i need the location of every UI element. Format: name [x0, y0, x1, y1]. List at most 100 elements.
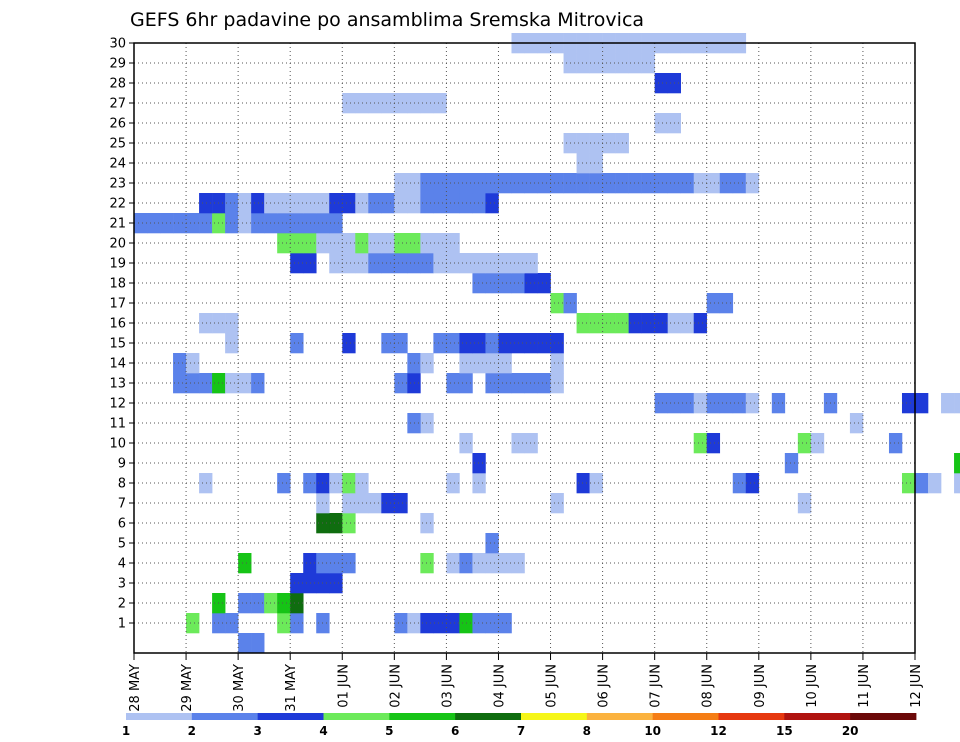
heatmap-cell [928, 473, 942, 494]
heatmap-cell [355, 493, 369, 514]
heatmap-cell [329, 553, 343, 574]
heatmap-cell [342, 333, 356, 354]
heatmap-cell [550, 173, 564, 194]
colorbar-label: 2 [188, 724, 196, 738]
heatmap-cell [654, 113, 668, 134]
heatmap-cell [901, 393, 916, 414]
heatmap-cell [589, 313, 603, 334]
heatmap-cell [329, 473, 343, 494]
heatmap-cell [433, 253, 447, 274]
heatmap-cell [199, 373, 213, 394]
colorbar-swatch [191, 713, 259, 720]
heatmap-cell [706, 293, 721, 314]
heatmap-cell [225, 373, 239, 394]
heatmap-cell [784, 453, 799, 474]
heatmap-cell [654, 313, 668, 334]
heatmap-cell [472, 473, 486, 494]
heatmap-cell [498, 553, 512, 574]
heatmap-cell [433, 193, 447, 214]
plot-frame [133, 42, 916, 654]
heatmap-cell [303, 213, 317, 234]
y-tick-label: 16 [109, 317, 126, 332]
heatmap-cell [394, 613, 408, 634]
y-tick-label: 2 [118, 597, 126, 612]
heatmap-cell [472, 613, 486, 634]
heatmap-cell [537, 333, 551, 354]
heatmap-cell [485, 173, 499, 194]
heatmap-cell [602, 313, 616, 334]
heatmap-cell [810, 433, 825, 454]
heatmap-cell [290, 193, 304, 214]
heatmap-cell [472, 273, 486, 294]
heatmap-cell [277, 193, 291, 214]
heatmap-cell [186, 213, 200, 234]
heatmap-cell [706, 433, 721, 454]
heatmap-cell [420, 173, 434, 194]
colorbar-swatch [784, 713, 851, 720]
heatmap-cell [342, 233, 356, 254]
heatmap-cell [485, 613, 499, 634]
heatmap-cell [472, 333, 486, 354]
y-tick-label: 1 [118, 617, 126, 632]
heatmap-cell [485, 273, 499, 294]
heatmap-cell [589, 153, 603, 174]
heatmap-cell [290, 613, 304, 634]
heatmap-cell [342, 193, 356, 214]
heatmap-cell [498, 333, 512, 354]
colorbar-swatch [521, 713, 588, 720]
heatmap-cell [342, 93, 356, 114]
heatmap-cell [446, 253, 460, 274]
heatmap-cell [290, 253, 304, 274]
heatmap-cell [238, 193, 252, 214]
heatmap-cell [446, 233, 460, 254]
x-tick-label: 07 JUN [649, 664, 664, 708]
heatmap-cell [498, 353, 512, 374]
heatmap-cell [394, 233, 408, 254]
heatmap-cell [147, 213, 161, 234]
heatmap-cell [954, 453, 960, 474]
heatmap-cell [433, 613, 447, 634]
x-tick-label: 03 JUN [440, 664, 455, 708]
x-tick-label: 08 JUN [701, 664, 716, 708]
heatmap-cell [277, 233, 291, 254]
heatmap-cell [654, 393, 668, 414]
heatmap-cell [381, 333, 395, 354]
heatmap-cell [641, 173, 655, 194]
heatmap-cell [524, 253, 538, 274]
heatmap-cell [329, 193, 343, 214]
y-axis-ticks: 1234567891011121314151617181920212223242… [109, 37, 134, 632]
heatmap-cell [381, 493, 395, 514]
heatmap-cell [524, 333, 538, 354]
y-tick-label: 27 [109, 97, 126, 112]
heatmap-cell [251, 213, 265, 234]
y-tick-label: 6 [118, 517, 126, 532]
y-tick-label: 30 [109, 37, 126, 52]
heatmap-cell [915, 473, 929, 494]
y-tick-label: 3 [118, 577, 126, 592]
heatmap-cell [680, 173, 695, 194]
heatmap-cell [342, 493, 356, 514]
y-tick-label: 11 [109, 417, 126, 432]
heatmap-cell [342, 253, 356, 274]
heatmap-cell [329, 513, 343, 534]
heatmap-cell [485, 353, 499, 374]
heatmap-cell [472, 173, 486, 194]
heatmap-cell [303, 193, 317, 214]
heatmap-cell [355, 253, 369, 274]
heatmap-cell [641, 53, 655, 74]
heatmap-cell [420, 253, 434, 274]
y-tick-label: 23 [109, 177, 126, 192]
x-tick-label: 01 JUN [336, 664, 351, 708]
heatmap-cell [472, 253, 486, 274]
heatmap-cell [342, 513, 356, 534]
heatmap-cell [433, 333, 447, 354]
heatmap-cell [342, 553, 356, 574]
heatmap-cell [745, 173, 760, 194]
heatmap-cell [329, 253, 343, 274]
colorbar-swatch [718, 713, 785, 720]
heatmap-cell [693, 393, 708, 414]
heatmap-cell [290, 233, 304, 254]
heatmap-cell [381, 193, 395, 214]
y-tick-label: 14 [109, 357, 126, 372]
x-tick-label: 06 JUN [597, 664, 612, 708]
